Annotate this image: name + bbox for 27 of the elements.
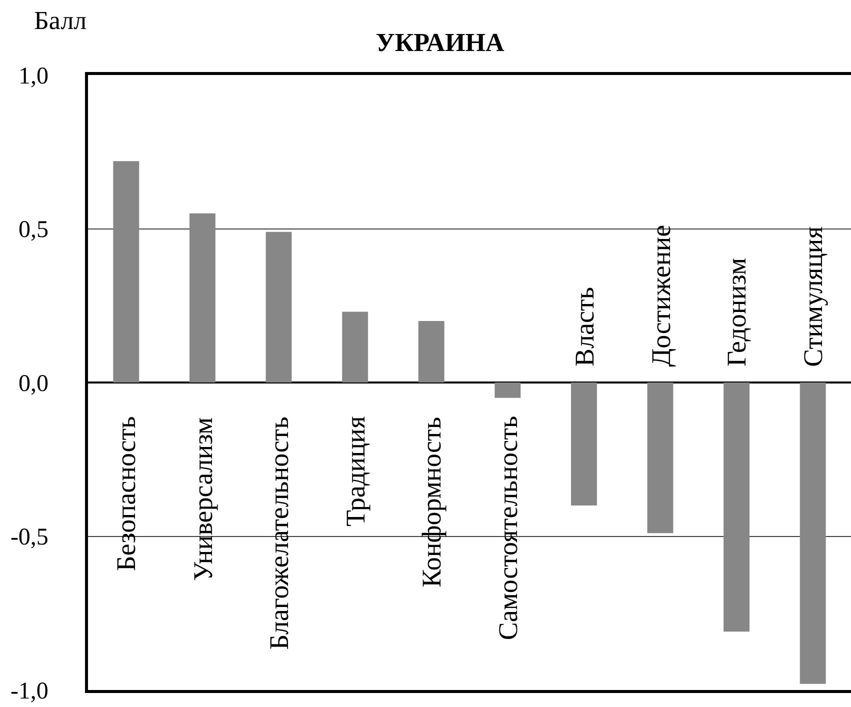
bar bbox=[800, 382, 826, 684]
bar bbox=[266, 232, 292, 382]
bar bbox=[418, 321, 444, 382]
x-tick-label: Благожелательность bbox=[264, 416, 294, 650]
bar bbox=[647, 382, 674, 534]
y-tick-label: -1,0 bbox=[10, 678, 48, 704]
bar bbox=[570, 382, 597, 506]
bar bbox=[189, 213, 216, 382]
x-tick-label: Самостоятельность bbox=[493, 416, 524, 640]
bar bbox=[494, 382, 521, 398]
x-tick-label: Достижение bbox=[646, 224, 676, 367]
chart-title: УКРАИНА bbox=[376, 28, 504, 58]
x-tick-label: Гедонизм bbox=[722, 258, 752, 367]
x-tick-label: Конформность bbox=[416, 416, 446, 588]
y-tick-label: -0,5 bbox=[10, 524, 48, 551]
x-tick-label: Традиция bbox=[340, 416, 371, 527]
x-tick-label: Безопасность bbox=[111, 416, 142, 572]
y-tick-label: 0,0 bbox=[18, 370, 48, 397]
bar bbox=[342, 312, 368, 382]
x-tick-label: Власть bbox=[569, 286, 600, 366]
y-tick-label: 0,5 bbox=[18, 217, 48, 244]
bar bbox=[724, 382, 750, 632]
bar bbox=[113, 161, 140, 382]
x-tick-label: Стимуляция bbox=[798, 226, 828, 367]
y-tick-label: 1,0 bbox=[18, 63, 48, 90]
x-tick-label: Универсализм bbox=[188, 417, 218, 581]
y-axis-title: Балл bbox=[34, 6, 87, 35]
